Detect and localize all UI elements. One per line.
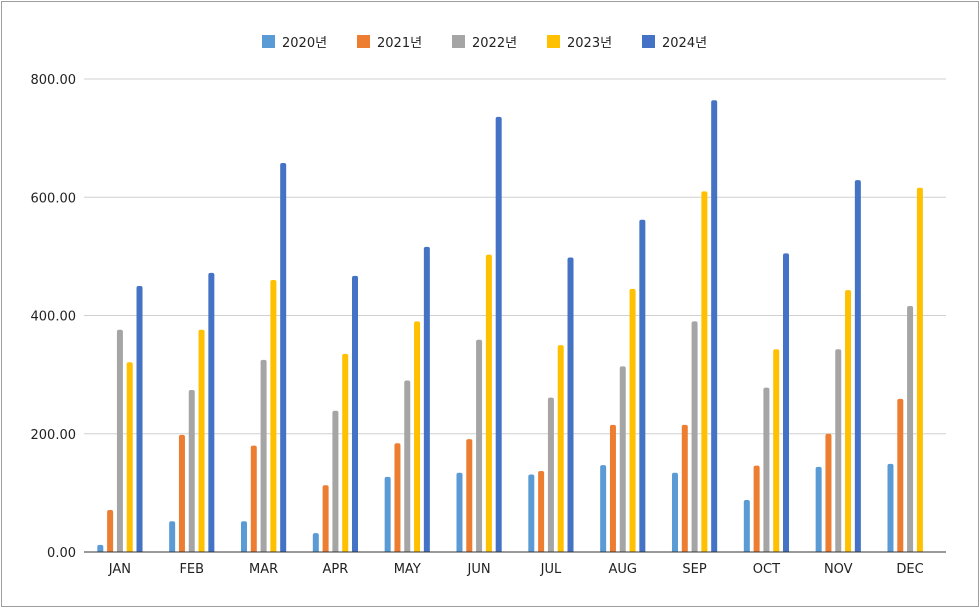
bar-jun-series-0 [456, 472, 463, 552]
bar-apr-series-0 [312, 533, 319, 552]
x-tick-label: MAR [249, 562, 278, 577]
bar-nov-series-2 [835, 349, 842, 552]
bar-apr-series-4 [352, 275, 359, 552]
bar-feb-series-3 [198, 329, 205, 552]
bar-jan-series-1 [107, 510, 114, 552]
bar-sep-series-1 [681, 424, 688, 552]
bar-mar-series-2 [260, 359, 267, 552]
legend-swatch [642, 35, 655, 48]
bar-feb-series-0 [169, 521, 176, 552]
x-tick-label: MAY [394, 562, 421, 577]
legend-label: 2020년 [282, 36, 327, 51]
legend-label: 2021년 [377, 36, 422, 51]
bar-dec-series-3 [916, 187, 923, 553]
bar-oct-series-1 [753, 465, 760, 552]
bar-oct-series-2 [763, 387, 770, 552]
bar-aug-series-1 [609, 424, 616, 552]
bar-jun-series-1 [466, 439, 473, 552]
legend: 2020년 2021년 2022년 2023년 2024년 [262, 35, 707, 51]
x-tick-label: DEC [896, 562, 923, 577]
bar-feb-series-4 [208, 272, 215, 552]
bar-jul-series-3 [557, 345, 564, 552]
x-tick-label: SEP [682, 562, 706, 577]
x-tick-label: APR [323, 562, 349, 577]
bar-nov-series-3 [845, 290, 852, 552]
legend-item: 2024년 [642, 35, 707, 51]
y-tick-label: 0.00 [47, 546, 76, 561]
bar-nov-series-4 [854, 180, 861, 552]
y-tick-label: 600.00 [31, 191, 77, 206]
bar-dec-series-1 [897, 398, 904, 552]
bar-sep-series-2 [691, 321, 698, 552]
bar-may-series-1 [394, 443, 401, 552]
bar-aug-series-3 [629, 288, 636, 552]
bar-jan-series-3 [126, 362, 133, 552]
bar-dec-series-2 [907, 306, 914, 552]
bar-jan-series-0 [97, 544, 104, 552]
bar-jan-series-2 [116, 329, 123, 552]
gridlines [84, 78, 946, 435]
bar-apr-series-1 [322, 485, 329, 552]
legend-label: 2023년 [567, 36, 612, 51]
bar-jun-series-3 [485, 254, 492, 552]
legend-item: 2022년 [452, 35, 517, 51]
legend-swatch [547, 35, 560, 48]
x-tick-label: AUG [609, 562, 637, 577]
y-axis-ticks: 0.00 200.00 400.00 600.00 800.00 [31, 73, 77, 561]
legend-label: 2024년 [662, 36, 707, 51]
bar-apr-series-3 [342, 353, 349, 552]
bar-apr-series-2 [332, 410, 339, 552]
x-tick-label: JAN [108, 562, 131, 577]
bar-may-series-3 [414, 321, 421, 552]
legend-swatch [262, 35, 275, 48]
bar-aug-series-4 [639, 219, 646, 552]
x-tick-label: JUL [540, 562, 562, 577]
bar-may-series-2 [404, 380, 411, 552]
bar-mar-series-0 [240, 521, 247, 552]
legend-label: 2022년 [472, 36, 517, 51]
bar-jul-series-2 [547, 397, 554, 552]
bar-oct-series-3 [773, 349, 780, 552]
legend-swatch [452, 35, 465, 48]
bar-jul-series-0 [528, 474, 535, 552]
legend-item: 2020년 [262, 35, 327, 51]
x-tick-label: JUN [467, 562, 491, 577]
bar-mar-series-4 [280, 162, 287, 552]
bar-nov-series-0 [815, 466, 822, 552]
bar-jul-series-4 [567, 257, 574, 552]
bar-nov-series-1 [825, 433, 832, 552]
bars [97, 100, 923, 553]
bar-sep-series-0 [671, 472, 678, 552]
x-tick-label: NOV [824, 562, 853, 577]
bar-feb-series-2 [188, 389, 195, 552]
x-tick-label: FEB [179, 562, 204, 577]
bar-sep-series-4 [711, 100, 718, 552]
bar-mar-series-1 [250, 445, 257, 552]
bar-jun-series-2 [476, 339, 483, 552]
bar-aug-series-2 [619, 366, 626, 552]
x-axis-ticks: JAN FEB MAR APR MAY JUN JUL AUG SEP OCT NOV DEC [108, 562, 924, 577]
y-tick-label: 800.00 [31, 73, 77, 88]
y-tick-label: 400.00 [31, 310, 77, 325]
bar-may-series-4 [423, 246, 430, 553]
bar-mar-series-3 [270, 280, 277, 552]
bar-aug-series-0 [600, 465, 607, 552]
bar-may-series-0 [384, 476, 391, 552]
legend-swatch [357, 35, 370, 48]
bar-dec-series-0 [887, 463, 894, 552]
bar-sep-series-3 [701, 191, 708, 552]
bar-jul-series-1 [538, 470, 545, 552]
legend-item: 2023년 [547, 35, 612, 51]
y-tick-label: 200.00 [31, 428, 77, 443]
legend-item: 2021년 [357, 35, 422, 51]
bar-jan-series-4 [136, 285, 143, 552]
x-tick-label: OCT [753, 562, 780, 577]
bar-oct-series-4 [783, 253, 790, 552]
bar-oct-series-0 [743, 499, 750, 552]
bar-jun-series-4 [495, 116, 502, 552]
bar-feb-series-1 [178, 434, 185, 552]
